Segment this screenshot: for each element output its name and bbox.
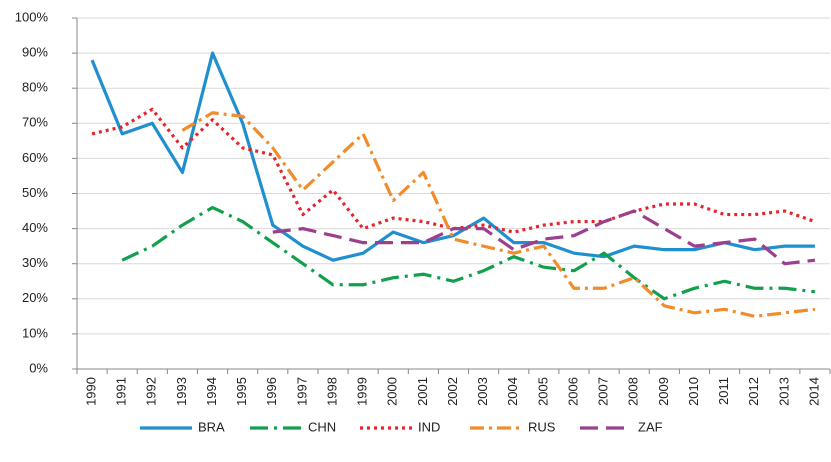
x-tick-label: 2006 [565, 377, 580, 406]
x-tick-label: 2014 [806, 377, 821, 406]
x-tick-label: 1998 [324, 377, 339, 406]
series-line [90, 51, 815, 262]
y-tick-label: 80% [22, 80, 48, 95]
x-tick-label: 1996 [264, 377, 279, 406]
x-tick-label: 2001 [415, 377, 430, 406]
x-tick-label: 1995 [234, 377, 249, 406]
legend-label: RUS [528, 419, 556, 434]
x-tick-label: 2011 [716, 377, 731, 405]
x-tick-label: 2005 [535, 377, 550, 406]
legend-label: BRA [198, 419, 225, 434]
x-tick-label: 1993 [174, 377, 189, 406]
x-tick-label: 1991 [114, 377, 129, 406]
x-tick-label: 2012 [746, 377, 761, 406]
y-tick-label: 20% [22, 290, 48, 305]
y-tick-label: 0% [29, 360, 48, 375]
x-tick-label: 2002 [445, 377, 460, 406]
x-tick-label: 1992 [144, 377, 159, 406]
y-tick-label: 90% [22, 45, 48, 60]
series-line [121, 205, 816, 301]
x-tick-label: 2003 [475, 377, 490, 406]
y-tick-label: 40% [22, 220, 48, 235]
x-tick-label: 1994 [204, 377, 219, 406]
x-tick-label: 2010 [686, 377, 701, 406]
x-tick-label: 1990 [83, 377, 98, 406]
x-tick-label: 2008 [626, 377, 641, 406]
legend-label: ZAF [638, 419, 663, 434]
x-tick-label: 2007 [596, 377, 611, 406]
legend-label: IND [418, 419, 440, 434]
y-tick-label: 70% [22, 115, 48, 130]
x-tick-label: 2004 [505, 377, 520, 406]
x-tick-label: 2000 [385, 377, 400, 406]
x-tick-label: 2013 [776, 377, 791, 406]
y-tick-label: 100% [15, 9, 49, 24]
series-line [272, 209, 816, 266]
series-line [91, 107, 816, 234]
x-tick-label: 1997 [294, 377, 309, 406]
x-tick-label: 2009 [656, 377, 671, 406]
y-tick-label: 60% [22, 150, 48, 165]
y-tick-label: 10% [22, 325, 48, 340]
y-tick-label: 30% [22, 255, 48, 270]
legend-label: CHN [308, 419, 336, 434]
x-tick-label: 1999 [355, 377, 370, 406]
y-tick-label: 50% [22, 185, 48, 200]
